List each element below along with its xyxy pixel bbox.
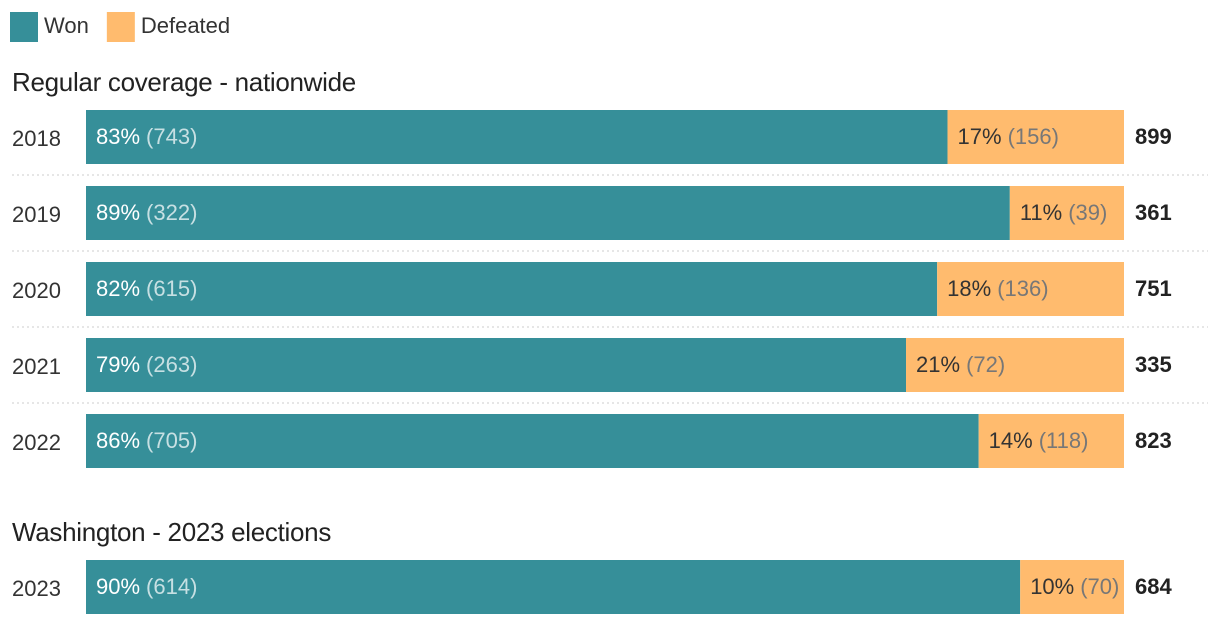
bar-segment (86, 338, 907, 392)
total-label: 335 (1135, 352, 1172, 377)
count-label: (136) (997, 276, 1048, 301)
category-label: 2019 (12, 202, 61, 227)
bar-segment (1009, 186, 1124, 240)
legend-label: Defeated (141, 13, 230, 38)
count-label: (705) (146, 428, 197, 453)
count-label: (118) (1039, 428, 1089, 453)
data-label: 17% (156) (958, 124, 1059, 149)
category-label: 2022 (12, 430, 61, 455)
count-label: (322) (146, 200, 197, 225)
count-label: (614) (146, 574, 197, 599)
count-label: (72) (966, 352, 1005, 377)
value-label: 17% (958, 124, 1002, 149)
value-label: 86% (96, 428, 140, 453)
data-label: 89% (322) (96, 200, 197, 225)
value-label: 83% (96, 124, 140, 149)
bar-segment (86, 262, 938, 316)
data-label: 83% (743) (96, 124, 197, 149)
data-label: 86% (705) (96, 428, 197, 453)
total-label: 823 (1135, 428, 1172, 453)
bar-segment (978, 414, 1124, 468)
bar-segment (937, 262, 1124, 316)
value-label: 79% (96, 352, 140, 377)
bar-segment (86, 414, 979, 468)
category-label: 2018 (12, 126, 61, 151)
data-label: 11% (39) (1020, 200, 1108, 225)
count-label: (39) (1068, 200, 1107, 225)
total-label: 751 (1135, 276, 1172, 301)
total-label: 899 (1135, 124, 1172, 149)
value-label: 14% (989, 428, 1033, 453)
count-label: (156) (1008, 124, 1059, 149)
value-label: 89% (96, 200, 140, 225)
category-label: 2023 (12, 576, 61, 601)
data-label: 18% (136) (947, 276, 1048, 301)
total-label: 361 (1135, 200, 1172, 225)
value-label: 21% (916, 352, 960, 377)
data-label: 21% (72) (916, 352, 1005, 377)
bar-segment (86, 186, 1010, 240)
count-label: (743) (146, 124, 197, 149)
value-label: 11% (1020, 200, 1062, 225)
bar-segment (1020, 560, 1124, 614)
chart-title: Washington - 2023 elections (12, 517, 331, 547)
chart-title: Regular coverage - nationwide (12, 67, 356, 97)
bar-segment (906, 338, 1124, 392)
legend-label: Won (44, 13, 89, 38)
count-label: (615) (146, 276, 197, 301)
total-label: 684 (1135, 574, 1172, 599)
legend-swatch (10, 12, 38, 42)
category-label: 2021 (12, 354, 61, 379)
data-label: 79% (263) (96, 352, 197, 377)
bar-segment (947, 110, 1124, 164)
value-label: 90% (96, 574, 140, 599)
value-label: 18% (947, 276, 991, 301)
data-label: 90% (614) (96, 574, 197, 599)
category-label: 2020 (12, 278, 61, 303)
bar-segment (86, 560, 1021, 614)
value-label: 82% (96, 276, 140, 301)
data-label: 10% (70) (1030, 574, 1119, 599)
legend-swatch (106, 12, 135, 42)
value-label: 10% (1030, 574, 1074, 599)
data-label: 82% (615) (96, 276, 197, 301)
data-label: 14% (118) (989, 428, 1089, 453)
count-label: (263) (146, 352, 197, 377)
count-label: (70) (1080, 574, 1119, 599)
bar-segment (86, 110, 948, 164)
